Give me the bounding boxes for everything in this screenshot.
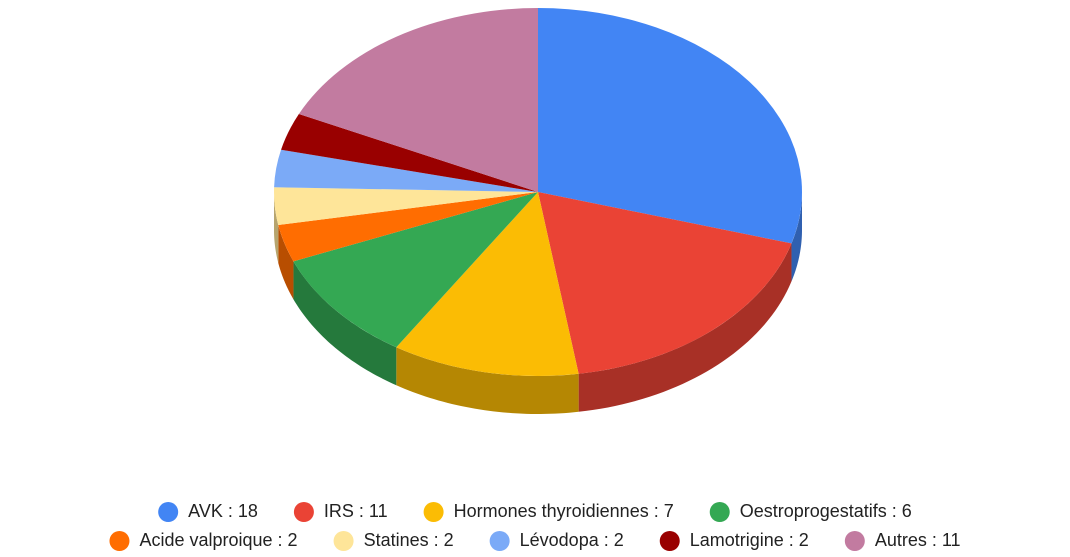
slice [278, 192, 538, 262]
slice-side [791, 192, 802, 282]
slice [281, 113, 538, 192]
legend-row: AVK : 18 IRS : 11 Hormones thyroidiennes :… [158, 501, 912, 522]
slice [298, 8, 538, 192]
slice-side [293, 261, 397, 386]
slice [396, 192, 579, 376]
legend-swatch [844, 531, 865, 551]
legend-swatch [109, 531, 130, 551]
legend-label: Lamotrigine : 2 [690, 530, 809, 550]
legend-swatch [293, 502, 314, 522]
legend-swatch [659, 531, 680, 551]
legend-label: IRS : 11 [324, 501, 388, 521]
legend-label: Autres : 11 [875, 530, 961, 550]
slice [538, 192, 792, 374]
legend-label: Oestroprogestatifs : 6 [740, 501, 912, 521]
legend-swatch [158, 502, 179, 522]
legend-swatch [489, 531, 510, 551]
legend-label: AVK : 18 [188, 501, 258, 521]
slice-side [278, 224, 294, 300]
slice [274, 149, 538, 192]
slice [538, 8, 802, 244]
legend-label: Lévodopa : 2 [520, 530, 624, 550]
slice [274, 187, 538, 225]
slice-side [578, 243, 792, 412]
legend-label: Acide valproique : 2 [139, 530, 297, 550]
legend-swatch [333, 531, 354, 551]
legend-swatch [423, 502, 444, 522]
legend-label: Hormones thyroidiennes : 7 [454, 501, 674, 521]
legend-row: Acide valproique : 2 Statines : 2 Lévodopa… [109, 530, 961, 551]
slice-side [274, 192, 279, 263]
slice-side [396, 347, 579, 414]
slice [293, 192, 538, 348]
legend-label: Statines : 2 [364, 530, 454, 550]
legend-swatch [709, 502, 730, 522]
